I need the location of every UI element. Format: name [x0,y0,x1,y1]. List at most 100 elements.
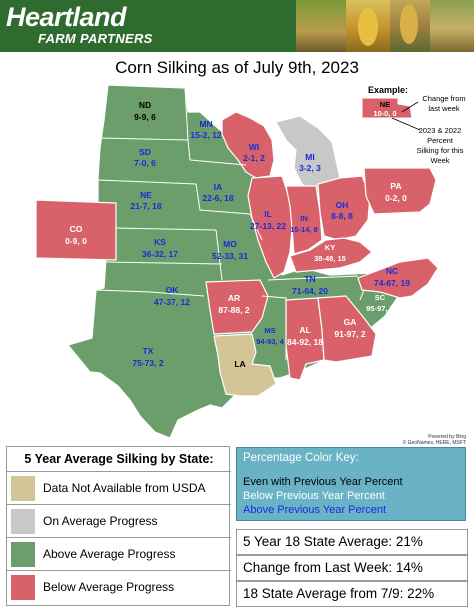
state-ga [317,295,377,363]
brand-title: Heartland [6,2,127,32]
border-ks-ok [105,261,223,265]
example-arrow-change [401,101,419,113]
color-key-even: Even with Previous Year Percent [243,476,403,488]
label-mi-values: 3-2, 3 [299,163,321,173]
state-nc [357,257,439,299]
example-note-percent-l2: Percent [427,136,454,145]
legend-item-not-available: Data Not Available from USDA [7,471,231,504]
label-al-abbr: AL [299,325,310,335]
label-ar-values: 87-88, 2 [218,305,249,315]
label-ia-values: 22-6, 18 [202,193,233,203]
label-ks-abbr: KS [154,237,166,247]
label-mn-abbr: MN [199,119,212,129]
label-mo-abbr: MO [223,239,237,249]
legend-swatch-below-average [11,575,35,600]
label-ks-values: 36-32, 17 [142,249,178,259]
header-banner: Heartland FARM PARTNERS [0,0,474,52]
state-ar [205,279,269,335]
border-sd-ne [97,179,197,185]
label-ms-abbr: MS [264,326,275,335]
header-photo-field [296,0,346,52]
credit-line-2: © GeoNames, HERE, MSFT [402,440,466,446]
legend-label-below-average: Below Average Progress [43,580,175,594]
border-ms [261,295,287,360]
color-key-below: Below Previous Year Percent [243,490,385,502]
label-nc-values: 74-67, 19 [374,278,410,288]
example-arrow-percent [391,117,421,131]
state-co [35,199,117,261]
label-ga-abbr: GA [344,317,357,327]
label-pa-abbr: PA [390,181,401,191]
border-ne-ks [115,227,217,231]
legend-swatch-not-available [11,476,35,501]
border-tn [267,275,359,281]
example-note-percent-l3: Silking for this [417,146,464,155]
header-photo-corn-field [430,0,474,52]
legend-label-not-available: Data Not Available from USDA [43,481,206,495]
label-nd-values: 9-9, 6 [134,112,156,122]
legend-label-above-average: Above Average Progress [43,547,176,561]
label-wi-values: 2-1, 2 [243,153,265,163]
state-ky [289,237,373,273]
border-mn-west [184,87,191,161]
map-title: Corn Silking as of July 9th, 2023 [115,58,359,77]
label-in-abbr: IN [300,214,308,223]
label-ky-values: 38-48, 15 [314,254,346,263]
label-ne-values: 21-7, 18 [130,201,161,211]
header-photo-corn-ear [390,0,430,52]
label-wi-abbr: WI [249,142,259,152]
example-state-abbr: NE [380,100,390,109]
legend-swatch-above-average [11,542,35,567]
example-note-percent-l1: 2023 & 2022 [419,126,462,135]
state-wi [221,111,275,179]
label-tn-values: 71-64, 20 [292,286,328,296]
legend-label-on-average: On Average Progress [43,514,158,528]
state-pa [363,167,437,215]
legend-title: 5 Year Average Silking by State: [24,452,214,466]
label-tx-abbr: TX [143,346,154,356]
legend-swatch-on-average [11,509,35,534]
example-note-percent-l4: Week [430,156,449,165]
header-photo-corn-cob [346,0,390,52]
label-ar-abbr: AR [228,293,240,303]
border-nd-sd [101,137,189,141]
border-ok-tx [95,289,205,297]
legend-box: 5 Year Average Silking by State: Data No… [6,446,231,606]
label-tx-values: 75-73, 2 [132,358,163,368]
brand-subtitle: FARM PARTNERS [38,31,153,46]
legend-item-below-average: Below Average Progress [7,570,231,603]
label-nd-abbr: ND [139,100,151,110]
label-oh-abbr: OH [336,200,349,210]
label-ok-values: 47-37, 12 [154,297,190,307]
stat-state-average: 18 State Average from 7/9: 22% [236,581,468,607]
label-sd-abbr: SD [139,147,151,157]
legend-item-on-average: On Average Progress [7,504,231,537]
label-mi-abbr: MI [305,152,314,162]
label-mo-values: 52-33, 31 [212,251,248,261]
label-sc-abbr: SC [375,293,386,302]
label-sd-values: 7-0, 6 [134,158,156,168]
label-co-abbr: CO [70,224,83,234]
example-state-shape [361,97,413,119]
label-sc-values: 95-97, 8 [366,304,394,313]
label-nc-abbr: NC [386,266,398,276]
example-note-change-l2: last week [428,104,460,113]
border-ia [189,159,251,215]
percentage-color-key: Percentage Color Key: Even with Previous… [236,447,466,521]
label-ms-values: 94-93, 4 [256,337,284,346]
border-sc [359,289,365,301]
label-ok-abbr: OK [166,285,180,295]
label-la-abbr: LA [234,359,245,369]
state-oh [317,175,371,241]
color-key-above: Above Previous Year Percent [243,504,387,516]
label-il-abbr: IL [264,209,272,219]
label-in-values: 15-14, 8 [290,225,318,234]
color-key-title: Percentage Color Key: [243,452,359,464]
credit-line-1: Powered by Bing [428,434,466,440]
label-ky-abbr: KY [325,243,335,252]
label-ne-abbr: NE [140,190,152,200]
us-state-map: ND 9-9, 6 MN 15-2, 12 SD 7-0, 6 WI 2-1, … [35,84,466,439]
label-ga-values: 91-97, 2 [334,329,365,339]
border-mo [215,213,263,281]
label-pa-values: 0-2, 0 [385,193,407,203]
